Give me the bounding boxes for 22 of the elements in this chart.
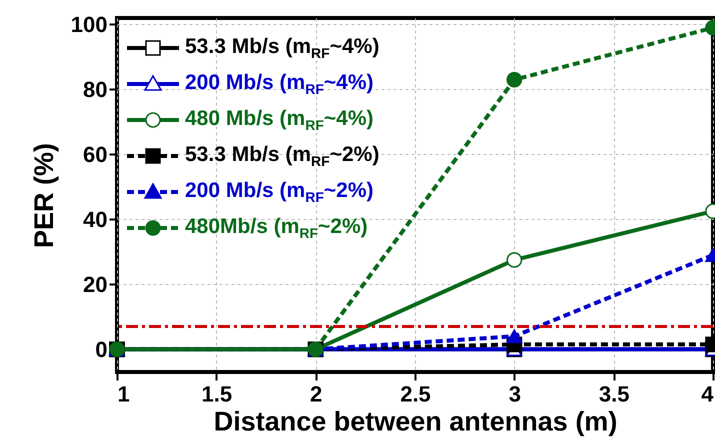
legend-label: 480Mb/s (m$_{RF}$~2%) <box>185 214 368 242</box>
legend-label: 200 Mb/s (m$_{RF}$~4%) <box>185 70 374 98</box>
x-tick-label: 1 <box>118 382 130 406</box>
legend-label: 53.3 Mb/s (m$_{RF}$~2%) <box>185 142 380 170</box>
x-tick-label: 2 <box>310 382 322 406</box>
y-tick-label: 40 <box>83 206 108 232</box>
x-tick-label: 1.5 <box>202 382 232 406</box>
y-tick-label: 80 <box>83 76 108 102</box>
x-axis-title: Distance between antennas (m) <box>214 406 618 436</box>
x-tick-label: 2.5 <box>400 382 431 406</box>
point <box>506 72 522 88</box>
y-axis-title: PER (%) <box>28 142 59 248</box>
y-tick-label: 100 <box>70 12 108 37</box>
x-tick-label: 4 <box>701 382 714 406</box>
legend-label: 53.3 Mb/s (m$_{RF}$~4%) <box>185 34 380 62</box>
x-tick-label: 3 <box>508 382 521 406</box>
legend-label: 200 Mb/s (m$_{RF}$~2%) <box>185 178 374 206</box>
y-tick-label: 0 <box>95 336 108 362</box>
y-tick-label: 20 <box>83 272 108 297</box>
legend-label: 480 Mb/s (m$_{RF}$~4%) <box>185 106 374 134</box>
x-tick-label: 3.5 <box>598 382 630 406</box>
y-tick-label: 60 <box>83 142 108 167</box>
